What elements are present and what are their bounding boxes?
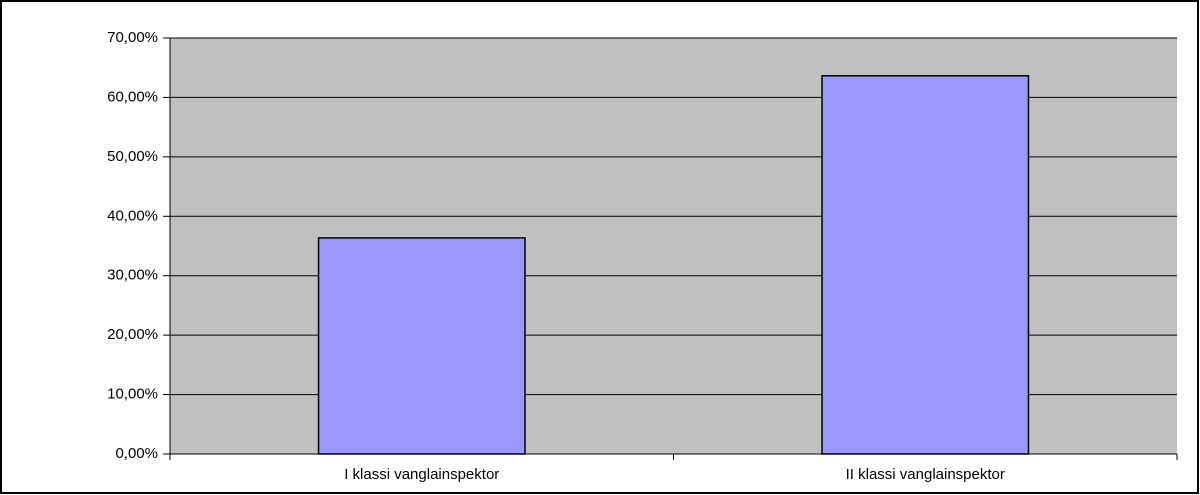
y-tick-label: 60,00% bbox=[107, 88, 158, 105]
y-tick-label: 50,00% bbox=[107, 148, 158, 165]
y-tick-label: 30,00% bbox=[107, 267, 158, 284]
y-tick-label: 40,00% bbox=[107, 207, 158, 224]
y-tick-label: 70,00% bbox=[107, 29, 158, 46]
bar bbox=[317, 237, 526, 455]
x-tick-label: II klassi vanglainspektor bbox=[846, 466, 1005, 483]
y-tick-label: 10,00% bbox=[107, 386, 158, 403]
y-tick-label: 20,00% bbox=[107, 326, 158, 343]
y-tick-label: 0,00% bbox=[115, 445, 158, 462]
x-tick-label: I klassi vanglainspektor bbox=[344, 466, 499, 483]
bar bbox=[821, 75, 1030, 455]
